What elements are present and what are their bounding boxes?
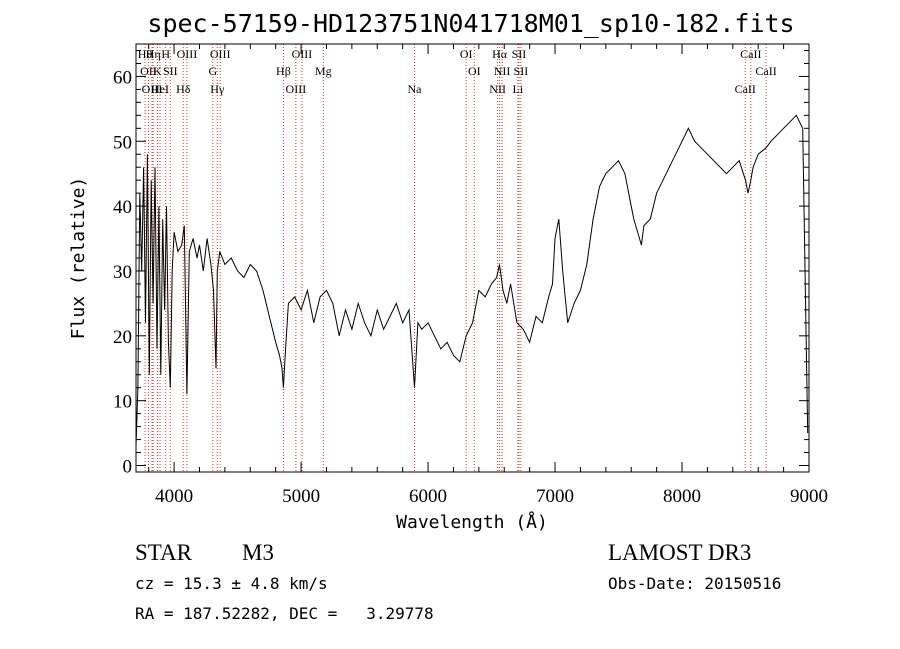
- line-marker-label: OIII: [286, 82, 307, 96]
- x-tick-label: 7000: [536, 486, 574, 507]
- line-marker-label: K: [153, 64, 162, 78]
- line-marker-label: OI: [468, 64, 481, 78]
- line-marker-label: CaII: [755, 64, 776, 78]
- y-axis: 0 10 20 30 40 50 60: [113, 49, 809, 478]
- y-tick-label: 0: [123, 457, 133, 478]
- object-subclass: M3: [242, 540, 274, 565]
- line-marker-label: Hβ: [276, 64, 291, 78]
- y-tick-label: 30: [113, 262, 132, 283]
- object-class: STAR: [135, 540, 192, 565]
- y-tick-label: 40: [113, 197, 132, 218]
- line-marker-label: Hδ: [176, 82, 191, 96]
- y-tick-label: 60: [113, 67, 132, 88]
- chart-title: spec-57159-HD123751N041718M01_sp10-182.f…: [147, 9, 794, 38]
- line-marker-label: NII: [489, 82, 506, 96]
- line-marker-label: OIII: [177, 47, 198, 61]
- line-marker-label: SII: [163, 64, 178, 78]
- line-marker-label: CaII: [740, 47, 761, 61]
- x-tick-label: 6000: [409, 486, 447, 507]
- y-tick-label: 20: [113, 327, 132, 348]
- line-marker-label: OIII: [292, 47, 313, 61]
- line-marker-label: SII: [512, 47, 527, 61]
- line-marker-label: Hη: [146, 47, 161, 61]
- line-marker-label: SII: [514, 64, 529, 78]
- line-marker-label: Hα: [492, 47, 508, 61]
- line-marker-label: OII: [140, 64, 157, 78]
- line-marker-label: H: [161, 47, 170, 61]
- redshift-velocity: cz = 15.3 ± 4.8 km/s: [135, 574, 328, 593]
- line-marker-label: NII: [494, 64, 511, 78]
- line-marker-label: CaII: [735, 82, 756, 96]
- coordinates: RA = 187.52282, DEC = 3.29778: [135, 604, 434, 623]
- plot-frame: [135, 43, 810, 473]
- line-marker-label: OIII: [142, 82, 163, 96]
- line-marker-label: HeI: [151, 82, 169, 96]
- line-marker-label: Hθ: [138, 47, 153, 61]
- line-marker-labels: HθOIIOIIIHηKHeIHSIIHδOIIIGHγOIIIHβOIIIOI…: [138, 47, 777, 96]
- line-marker-label: G: [208, 64, 217, 78]
- y-tick-label: 10: [113, 392, 132, 413]
- x-tick-label: 8000: [663, 486, 701, 507]
- line-marker-label: Hγ: [210, 82, 225, 96]
- observation-date: Obs-Date: 20150516: [608, 574, 782, 593]
- line-markers: [144, 44, 767, 472]
- y-axis-label: Flux (relative): [68, 177, 89, 340]
- x-tick-label: 9000: [790, 486, 828, 507]
- x-axis: 4000 5000 6000 7000 8000 9000: [148, 44, 828, 507]
- x-tick-label: 4000: [155, 486, 193, 507]
- spectrum-line: [135, 114, 809, 447]
- line-marker-label: OI: [460, 47, 473, 61]
- line-marker-label: Na: [407, 82, 422, 96]
- line-marker-label: Li: [512, 82, 523, 96]
- line-marker-label: OIII: [210, 47, 231, 61]
- survey-name: LAMOST DR3: [608, 540, 752, 565]
- y-tick-label: 50: [113, 132, 132, 153]
- x-tick-label: 5000: [282, 486, 320, 507]
- line-marker-label: Mg: [315, 64, 332, 78]
- x-axis-label: Wavelength (Å): [396, 511, 548, 533]
